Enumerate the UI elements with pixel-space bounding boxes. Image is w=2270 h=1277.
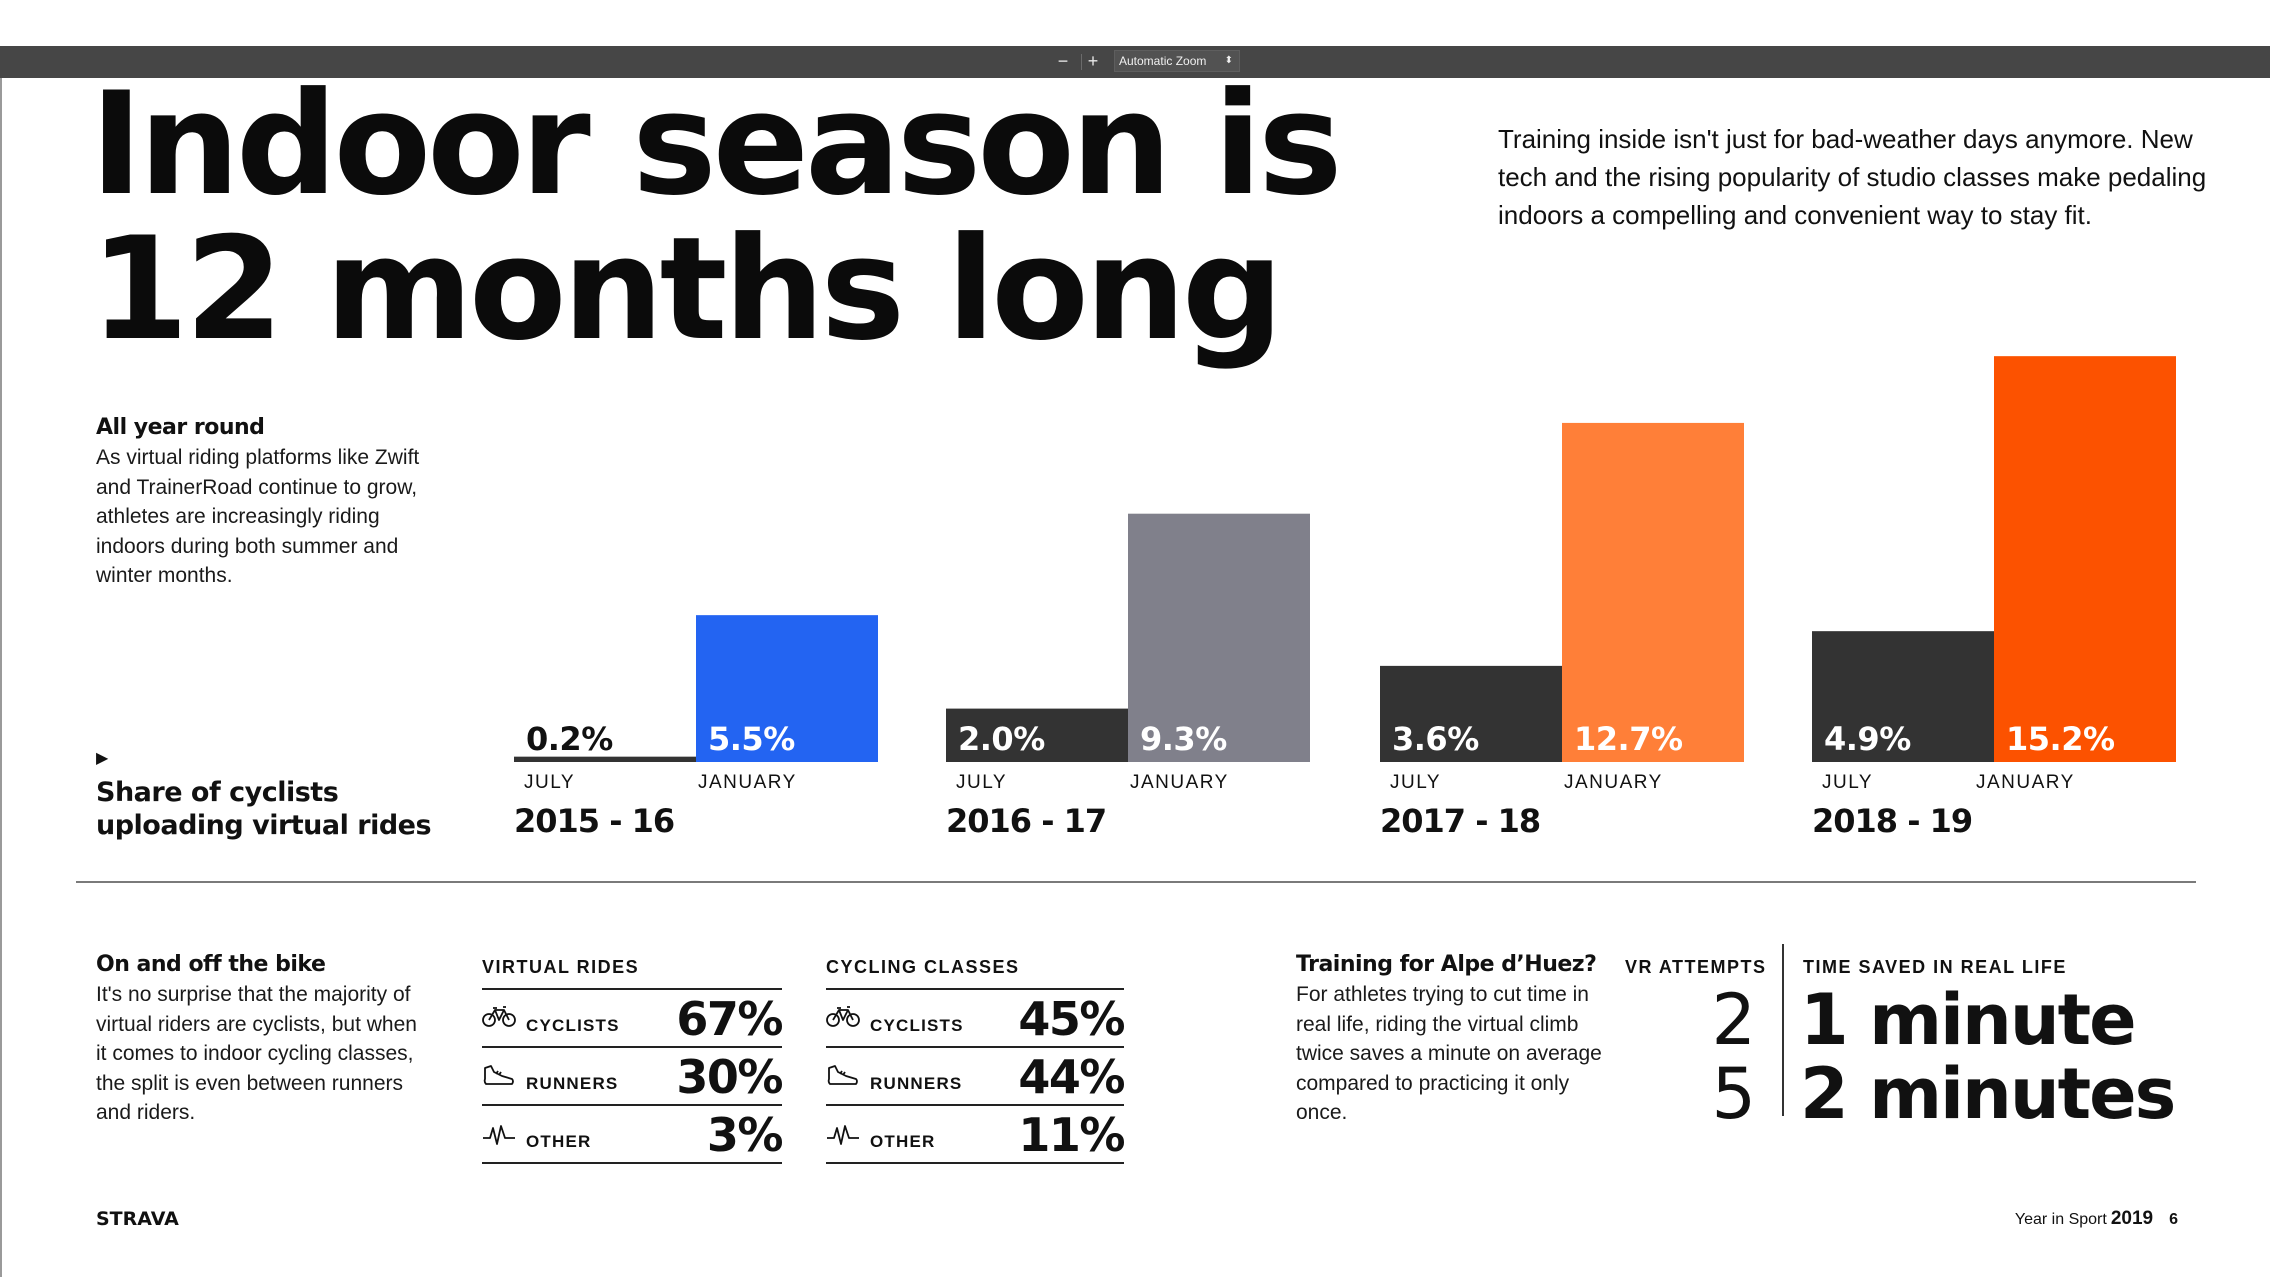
axis-label-july: JULY: [1390, 772, 1442, 793]
row-value: 11%: [1018, 1108, 1125, 1162]
chart-label: Share of cyclists uploading virtual ride…: [96, 776, 432, 842]
title-line-2: 12 months long: [90, 207, 1284, 372]
time-saved-value: 2 minutes: [1800, 1053, 2176, 1135]
row-value: 30%: [676, 1050, 783, 1104]
table-row: RUNNERS 30%: [482, 1046, 783, 1104]
page-title: Indoor season is 12 months long: [90, 72, 1343, 362]
bar-july: [1812, 631, 1994, 762]
virtual-rides-title: VIRTUAL RIDES: [482, 957, 640, 977]
vertical-divider: [1782, 944, 1784, 1116]
top-margin: [0, 0, 2270, 46]
bar-january: [1562, 422, 1744, 762]
table-row: OTHER 3%: [482, 1104, 784, 1164]
section-divider: [76, 881, 2196, 883]
axis-label-july: JULY: [524, 772, 576, 793]
axis-label-january: JANUARY: [1130, 772, 1229, 793]
bar-july: [1380, 665, 1562, 762]
intro-paragraph: Training inside isn't just for bad-weath…: [1498, 124, 2207, 230]
pdf-toolbar: − + Automatic Zoom ⬍: [0, 46, 2270, 79]
season-label: 2016 - 17: [946, 802, 1107, 840]
data-label-july: 2.0%: [958, 720, 1045, 758]
row-label: CYCLISTS: [870, 1016, 964, 1035]
data-label-july: 4.9%: [1824, 720, 1911, 758]
data-label-january: 15.2%: [2006, 720, 2115, 758]
bar-january: [1128, 513, 1310, 762]
table-row: CYCLISTS 45%: [826, 988, 1125, 1046]
title-line-1: Indoor season is: [90, 62, 1343, 227]
season-label: 2018 - 19: [1812, 802, 1973, 840]
time-saved-title: TIME SAVED IN REAL LIFE: [1803, 957, 2067, 977]
page-number: 6: [2169, 1211, 2178, 1228]
table-row: OTHER 11%: [826, 1104, 1125, 1164]
activity-icon: [826, 1120, 860, 1146]
row-label: CYCLISTS: [526, 1016, 620, 1035]
bar-july: [946, 708, 1128, 762]
time-saved-value: 1 minute: [1800, 979, 2137, 1061]
chevron-down-icon: ⬍: [1224, 55, 1233, 66]
vr-attempts-value: 5: [1711, 1053, 1756, 1135]
table-row: CYCLISTS 67%: [482, 988, 783, 1046]
row-value: 3%: [706, 1108, 784, 1162]
virtual-rides-table: VIRTUAL RIDES CYCLISTS 67% RUNNERS 30% OTHER…: [482, 957, 784, 1164]
bar-january: [696, 615, 878, 762]
on-off-heading: On and off the bike: [96, 952, 326, 977]
axis-label-july: JULY: [956, 772, 1008, 793]
strava-logo: STRAVA: [96, 1208, 179, 1230]
row-label: OTHER: [526, 1132, 592, 1151]
zoom-select[interactable]: Automatic Zoom ⬍: [1114, 50, 1240, 72]
alpe-body: For athletes trying to cut time in real …: [1296, 983, 1602, 1124]
axis-label-january: JANUARY: [698, 772, 797, 793]
alpe-section: Training for Alpe d’Huez? For athletes t…: [1296, 950, 1616, 1128]
row-label: OTHER: [870, 1132, 936, 1151]
publication-year: 2019: [2110, 1208, 2154, 1229]
share-bar-chart: 0.2% 5.5% 2.0% 9.3% 3.6% 12.7% 4.9% 15.2%: [514, 356, 2176, 762]
data-label-january: 12.7%: [1574, 720, 1683, 758]
toolbar-separator: [1081, 54, 1082, 70]
cycling-classes-table: CYCLING CLASSES CYCLISTS 45% RUNNERS 44% OTH…: [826, 957, 1125, 1164]
page-edge: [0, 78, 2, 1277]
data-label-january: 9.3%: [1140, 720, 1227, 758]
axis-label-january: JANUARY: [1976, 772, 2075, 793]
row-value: 45%: [1018, 992, 1125, 1046]
activity-icon: [482, 1120, 516, 1146]
on-off-section: On and off the bike It's no surprise tha…: [96, 950, 426, 1128]
chart-label-line-1: Share of cyclists: [96, 777, 339, 808]
alpe-heading: Training for Alpe d’Huez?: [1296, 952, 1597, 977]
all-year-heading: All year round: [96, 415, 265, 440]
play-triangle-icon: ▶: [96, 750, 109, 767]
bike-icon: [826, 1004, 860, 1030]
chart-label-line-2: uploading virtual rides: [96, 810, 432, 841]
all-year-body: As virtual riding platforms like Zwift a…: [96, 446, 420, 587]
vr-attempts-value: 2: [1711, 979, 1756, 1061]
axis-label-january: JANUARY: [1564, 772, 1663, 793]
bar-july: [514, 756, 696, 762]
bar-january: [1994, 356, 2176, 762]
on-off-body: It's no surprise that the majority of vi…: [96, 983, 417, 1124]
row-value: 44%: [1018, 1050, 1125, 1104]
cycling-classes-title: CYCLING CLASSES: [826, 957, 1020, 977]
bike-icon: [482, 1004, 516, 1030]
shoe-icon: [826, 1062, 860, 1088]
data-label-january: 5.5%: [708, 720, 795, 758]
table-row: RUNNERS 44%: [826, 1046, 1125, 1104]
data-label-july: 0.2%: [526, 720, 613, 758]
vr-attempts-title: VR ATTEMPTS: [1625, 957, 1767, 977]
row-label: RUNNERS: [870, 1074, 963, 1093]
publication-name: Year in Sport: [2014, 1211, 2107, 1228]
season-label: 2015 - 16: [514, 802, 675, 840]
all-year-section: All year round As virtual riding platfor…: [96, 413, 446, 591]
row-label: RUNNERS: [526, 1074, 619, 1093]
axis-label-july: JULY: [1822, 772, 1874, 793]
zoom-in-button[interactable]: +: [1087, 51, 1099, 71]
row-value: 67%: [676, 992, 783, 1046]
data-label-july: 3.6%: [1392, 720, 1479, 758]
page-footer: Year in Sport 2019 6: [2015, 1208, 2178, 1230]
shoe-icon: [482, 1062, 516, 1088]
zoom-select-value: Automatic Zoom: [1119, 54, 1207, 68]
season-label: 2017 - 18: [1380, 802, 1541, 840]
zoom-out-button[interactable]: −: [1057, 51, 1069, 71]
